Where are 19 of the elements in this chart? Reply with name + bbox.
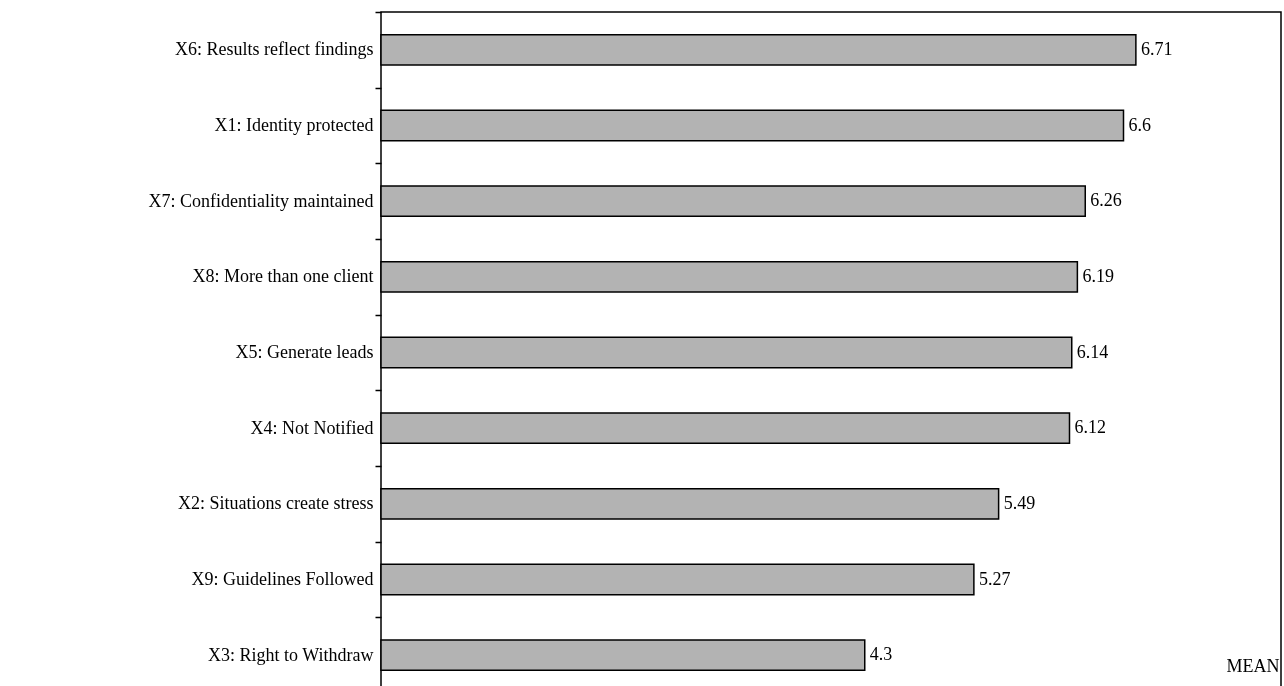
data-label: 5.49 bbox=[1003, 492, 1036, 513]
data-label: 6.12 bbox=[1074, 417, 1106, 438]
y-tick-label: X5: Generate leads bbox=[235, 342, 374, 362]
y-tick-label: X3: Right to Withdraw bbox=[208, 644, 374, 665]
y-tick-label: X9: Guidelines Followed bbox=[191, 569, 374, 589]
y-tick-label: X8: More than one client bbox=[192, 266, 374, 287]
data-label: 6.19 bbox=[1082, 265, 1114, 286]
y-tick-label: X2: Situations create stress bbox=[178, 493, 374, 514]
y-tick-label: X1: Identity protected bbox=[214, 115, 374, 135]
x-axis-title: MEAN bbox=[1226, 655, 1280, 676]
data-label: 6.6 bbox=[1128, 114, 1151, 135]
y-tick-label: X6: Results reflect findings bbox=[175, 39, 374, 60]
data-label: 6.26 bbox=[1090, 190, 1122, 211]
y-tick-label: X4: Not Notified bbox=[250, 417, 374, 438]
data-label: 5.27 bbox=[978, 568, 1011, 589]
data-label: 6.71 bbox=[1140, 38, 1173, 59]
data-label: 6.14 bbox=[1076, 341, 1109, 362]
y-tick-label: X7: Confidentiality maintained bbox=[148, 190, 374, 211]
data-label: 4.3 bbox=[869, 644, 893, 665]
